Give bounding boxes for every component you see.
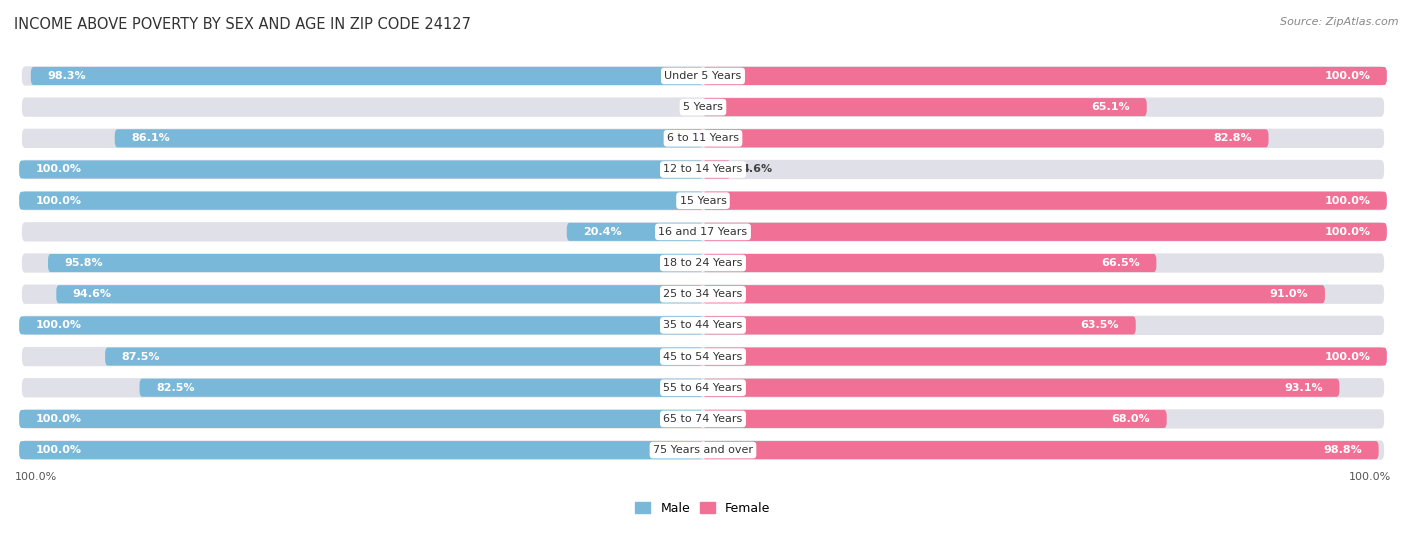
Text: 100.0%: 100.0% bbox=[1324, 352, 1371, 362]
Text: Source: ZipAtlas.com: Source: ZipAtlas.com bbox=[1281, 17, 1399, 27]
FancyBboxPatch shape bbox=[22, 285, 1384, 304]
Text: 93.1%: 93.1% bbox=[1284, 383, 1323, 393]
FancyBboxPatch shape bbox=[703, 129, 1268, 148]
FancyBboxPatch shape bbox=[703, 223, 1386, 241]
FancyBboxPatch shape bbox=[703, 378, 1340, 397]
Text: 35 to 44 Years: 35 to 44 Years bbox=[664, 320, 742, 330]
Text: 20.4%: 20.4% bbox=[583, 227, 621, 237]
Text: 100.0%: 100.0% bbox=[1324, 227, 1371, 237]
FancyBboxPatch shape bbox=[703, 410, 1167, 428]
FancyBboxPatch shape bbox=[22, 129, 1384, 148]
Text: 12 to 14 Years: 12 to 14 Years bbox=[664, 164, 742, 174]
Text: 98.8%: 98.8% bbox=[1323, 445, 1362, 455]
Text: 65.1%: 65.1% bbox=[1091, 102, 1130, 112]
FancyBboxPatch shape bbox=[22, 409, 1384, 429]
Text: 100.0%: 100.0% bbox=[35, 320, 82, 330]
FancyBboxPatch shape bbox=[20, 410, 703, 428]
FancyBboxPatch shape bbox=[48, 254, 703, 272]
FancyBboxPatch shape bbox=[703, 285, 1324, 303]
FancyBboxPatch shape bbox=[22, 378, 1384, 397]
FancyBboxPatch shape bbox=[703, 98, 1147, 116]
Text: 75 Years and over: 75 Years and over bbox=[652, 445, 754, 455]
FancyBboxPatch shape bbox=[22, 160, 1384, 179]
Text: 94.6%: 94.6% bbox=[73, 289, 112, 299]
FancyBboxPatch shape bbox=[20, 192, 703, 210]
Text: 100.0%: 100.0% bbox=[1324, 71, 1371, 81]
FancyBboxPatch shape bbox=[567, 223, 703, 241]
Text: 16 and 17 Years: 16 and 17 Years bbox=[658, 227, 748, 237]
Text: 18 to 24 Years: 18 to 24 Years bbox=[664, 258, 742, 268]
Text: 100.0%: 100.0% bbox=[35, 164, 82, 174]
Legend: Male, Female: Male, Female bbox=[630, 497, 776, 520]
Text: 82.5%: 82.5% bbox=[156, 383, 194, 393]
Text: 100.0%: 100.0% bbox=[1348, 472, 1391, 482]
Text: 86.1%: 86.1% bbox=[131, 133, 170, 143]
Text: 25 to 34 Years: 25 to 34 Years bbox=[664, 289, 742, 299]
FancyBboxPatch shape bbox=[22, 347, 1384, 366]
Text: 100.0%: 100.0% bbox=[35, 414, 82, 424]
FancyBboxPatch shape bbox=[139, 378, 703, 397]
FancyBboxPatch shape bbox=[22, 97, 1384, 117]
FancyBboxPatch shape bbox=[105, 348, 703, 366]
Text: INCOME ABOVE POVERTY BY SEX AND AGE IN ZIP CODE 24127: INCOME ABOVE POVERTY BY SEX AND AGE IN Z… bbox=[14, 17, 471, 32]
FancyBboxPatch shape bbox=[115, 129, 703, 148]
Text: 91.0%: 91.0% bbox=[1270, 289, 1309, 299]
Text: 98.3%: 98.3% bbox=[48, 71, 86, 81]
FancyBboxPatch shape bbox=[22, 316, 1384, 335]
FancyBboxPatch shape bbox=[31, 67, 703, 85]
FancyBboxPatch shape bbox=[703, 192, 1386, 210]
Text: 4.6%: 4.6% bbox=[741, 164, 773, 174]
Text: 63.5%: 63.5% bbox=[1081, 320, 1119, 330]
FancyBboxPatch shape bbox=[703, 67, 1386, 85]
FancyBboxPatch shape bbox=[703, 316, 1136, 334]
Text: 5 Years: 5 Years bbox=[683, 102, 723, 112]
Text: 82.8%: 82.8% bbox=[1213, 133, 1251, 143]
Text: 100.0%: 100.0% bbox=[35, 196, 82, 206]
Text: 95.8%: 95.8% bbox=[65, 258, 103, 268]
Text: 15 Years: 15 Years bbox=[679, 196, 727, 206]
FancyBboxPatch shape bbox=[20, 160, 703, 178]
Text: 55 to 64 Years: 55 to 64 Years bbox=[664, 383, 742, 393]
FancyBboxPatch shape bbox=[22, 222, 1384, 241]
FancyBboxPatch shape bbox=[22, 67, 1384, 86]
Text: 45 to 54 Years: 45 to 54 Years bbox=[664, 352, 742, 362]
Text: 100.0%: 100.0% bbox=[35, 445, 82, 455]
Text: 87.5%: 87.5% bbox=[122, 352, 160, 362]
Text: 100.0%: 100.0% bbox=[15, 472, 58, 482]
FancyBboxPatch shape bbox=[22, 253, 1384, 273]
Text: Under 5 Years: Under 5 Years bbox=[665, 71, 741, 81]
Text: 65 to 74 Years: 65 to 74 Years bbox=[664, 414, 742, 424]
FancyBboxPatch shape bbox=[20, 316, 703, 334]
FancyBboxPatch shape bbox=[20, 441, 703, 459]
FancyBboxPatch shape bbox=[703, 160, 731, 178]
FancyBboxPatch shape bbox=[22, 440, 1384, 459]
FancyBboxPatch shape bbox=[56, 285, 703, 303]
FancyBboxPatch shape bbox=[703, 254, 1156, 272]
FancyBboxPatch shape bbox=[22, 191, 1384, 210]
Text: 6 to 11 Years: 6 to 11 Years bbox=[666, 133, 740, 143]
FancyBboxPatch shape bbox=[703, 348, 1386, 366]
Text: 66.5%: 66.5% bbox=[1101, 258, 1140, 268]
FancyBboxPatch shape bbox=[703, 441, 1379, 459]
Text: 100.0%: 100.0% bbox=[1324, 196, 1371, 206]
Text: 68.0%: 68.0% bbox=[1112, 414, 1150, 424]
